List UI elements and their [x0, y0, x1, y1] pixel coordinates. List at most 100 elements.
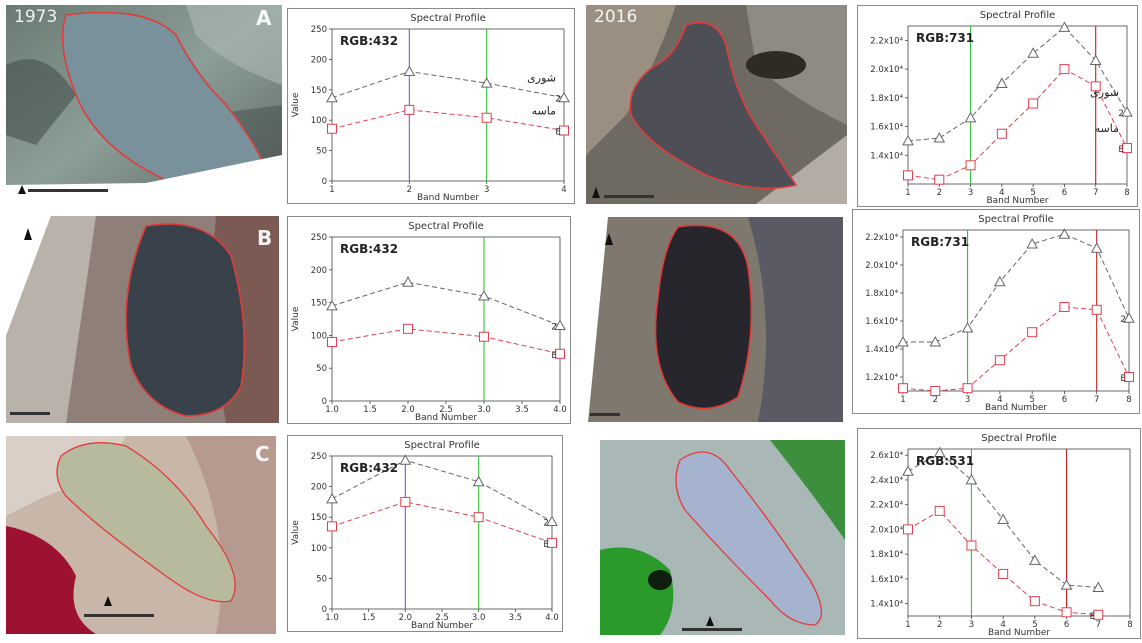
chart-2-ytick-label: 50: [316, 364, 327, 374]
chart-0-point-triangle: [326, 91, 338, 103]
chart-5-point-square: [966, 540, 977, 551]
chart-3-point-triangle: [961, 321, 974, 333]
chart-3-point-triangle: [929, 335, 942, 347]
chart-3-point-triangle: [994, 275, 1006, 287]
chart-1-point-triangle: [1089, 54, 1102, 65]
chart-3-ytick-label: 1.4x10⁴: [865, 345, 898, 355]
chart-2-xtick-label: 4.0: [553, 405, 567, 415]
chart-0-ytick-label: 250: [311, 25, 327, 35]
chart-3-ytick-label: 1.2x10⁴: [865, 373, 898, 383]
chart-2-xtick-label: 2.0: [401, 405, 415, 415]
chart-0-point-square: [481, 112, 492, 123]
chart-0-point-square: [404, 104, 415, 115]
chart-5-annotation: RGB:531: [916, 454, 974, 468]
chart-1-ytick-label: 1.8x10⁴: [870, 94, 903, 104]
chart-4-series-line-square: [331, 501, 553, 544]
chart-0-xtick-label: 3: [484, 185, 489, 195]
chart-1-xtick-label: 4: [999, 188, 1004, 198]
chart-1-point-triangle: [1027, 47, 1039, 58]
chart-3-point-square: [1091, 304, 1102, 315]
chart-5-series-line-square: [907, 510, 1099, 616]
chart-3-series-end-label: E: [1120, 374, 1126, 384]
chart-2-title: Spectral Profile: [408, 221, 484, 232]
chart-4-point-triangle: [546, 515, 558, 526]
chart-4-point-square: [547, 537, 557, 548]
chart-4-xtick-label: 4.0: [545, 613, 559, 623]
chart-5-point-square: [934, 505, 945, 516]
chart-1-series-line-triangle: [907, 26, 1128, 142]
panel-letter-b: B: [257, 226, 273, 250]
chart-2-annotation: RGB:432: [340, 242, 398, 256]
chart-2-xtick-label: 3.0: [477, 405, 491, 415]
chart-2-series-end-label: 2: [551, 323, 557, 333]
chart-2-xtick-label: 2.5: [439, 405, 453, 415]
chart-0-series-end-label: E: [555, 128, 561, 138]
chart-1-point-triangle: [1121, 106, 1133, 117]
north-arrow-icon: [706, 616, 714, 626]
chart-3-point-square: [1124, 372, 1134, 382]
chart-1-point-square: [1028, 98, 1039, 109]
chart-4-point-triangle: [326, 492, 338, 504]
chart-3-annotation: RGB:731: [911, 235, 969, 249]
chart-4-xtick-label: 1.0: [325, 613, 339, 623]
chart-5-point-triangle: [1060, 579, 1073, 590]
chart-4-xtick-label: 2.5: [435, 613, 449, 623]
chart-0-series-line-triangle: [331, 71, 565, 99]
chart-3-xtick-label: 6: [1062, 395, 1067, 405]
chart-3-series-end-label: 2: [1120, 315, 1126, 325]
chart-1-point-square: [965, 160, 976, 171]
chart-3-plot-frame: [902, 229, 1130, 392]
chart-5-series-end-label: E: [1090, 612, 1096, 622]
chart-5-point-triangle: [997, 513, 1009, 525]
chart-5-xlabel: Band Number: [988, 628, 1050, 638]
chart-1-point-square: [996, 128, 1007, 139]
spectral-profile-chart-c-1973: Spectral Profile 0 50 100 150 200 250 1.0 1.5 2.0…: [287, 435, 563, 632]
chart-4-series-end-label: 2: [543, 518, 549, 528]
chart-1-series-name: ماسه: [1095, 122, 1119, 135]
chart-5-ytick-label: 2.0x10⁴: [870, 525, 903, 535]
chart-2-ytick-label: 150: [311, 299, 327, 309]
chart-4-point-square: [473, 512, 484, 523]
chart-0-title: Spectral Profile: [410, 13, 486, 24]
chart-5-point-triangle: [902, 465, 914, 476]
chart-1-series-line-square: [907, 68, 1128, 181]
chart-2-xtick-label: 1.0: [325, 405, 339, 415]
chart-1-xtick-label: 3: [968, 188, 973, 198]
chart-3-ytick-label: 2.2x10⁴: [865, 233, 898, 243]
chart-5-ytick-label: 1.4x10⁴: [870, 600, 903, 610]
chart-1-series-end-label: E: [1118, 145, 1124, 155]
chart-2-series-line-triangle: [331, 281, 561, 327]
chart-5-ytick-label: 2.2x10⁴: [870, 501, 903, 511]
chart-2-point-triangle: [402, 276, 414, 287]
chart-2-xtick-label: 3.5: [515, 405, 529, 415]
chart-0-ytick-label: 50: [316, 147, 327, 157]
chart-4-annotation: RGB:432: [340, 461, 398, 475]
chart-3-ytick-label: 1.6x10⁴: [865, 317, 898, 327]
chart-2-series-line-square: [331, 328, 561, 355]
chart-2-ytick-label: 250: [311, 233, 327, 243]
chart-0-xtick-label: 1: [329, 185, 334, 195]
chart-4-series-line-triangle: [331, 459, 553, 522]
chart-4-xtick-label: 1.5: [362, 613, 376, 623]
chart-3-xtick-label: 8: [1126, 395, 1131, 405]
chart-1-point-triangle: [933, 132, 946, 143]
chart-3-point-triangle: [1123, 312, 1135, 323]
chart-2-xtick-label: 1.5: [363, 405, 377, 415]
chart-1-ytick-label: 2.0x10⁴: [870, 65, 903, 75]
chart-4-plot-frame: [331, 455, 553, 610]
chart-2-point-triangle: [326, 299, 338, 311]
chart-4-xtick-label: 3.5: [509, 613, 523, 623]
chart-4-ytick-label: 150: [311, 513, 327, 523]
chart-1-point-square: [903, 170, 913, 181]
chart-0-series-end-label: 2: [555, 95, 561, 105]
chart-3-xlabel: Band Number: [985, 403, 1047, 413]
chart-5-point-square: [998, 568, 1009, 579]
chart-0-point-triangle: [558, 91, 570, 103]
chart-3-point-triangle: [1058, 228, 1071, 239]
spectral-profile-chart-b-2016: Spectral Profile 1.2x10⁴ 1.4x10⁴ 1.6x10⁴ 1.8…: [852, 209, 1140, 414]
chart-1-title: Spectral Profile: [980, 10, 1056, 21]
chart-3-point-triangle: [1090, 242, 1103, 253]
chart-1-point-square: [1122, 143, 1132, 154]
chart-0-point-triangle: [480, 77, 493, 88]
chart-5-xtick-label: 2: [937, 620, 942, 630]
